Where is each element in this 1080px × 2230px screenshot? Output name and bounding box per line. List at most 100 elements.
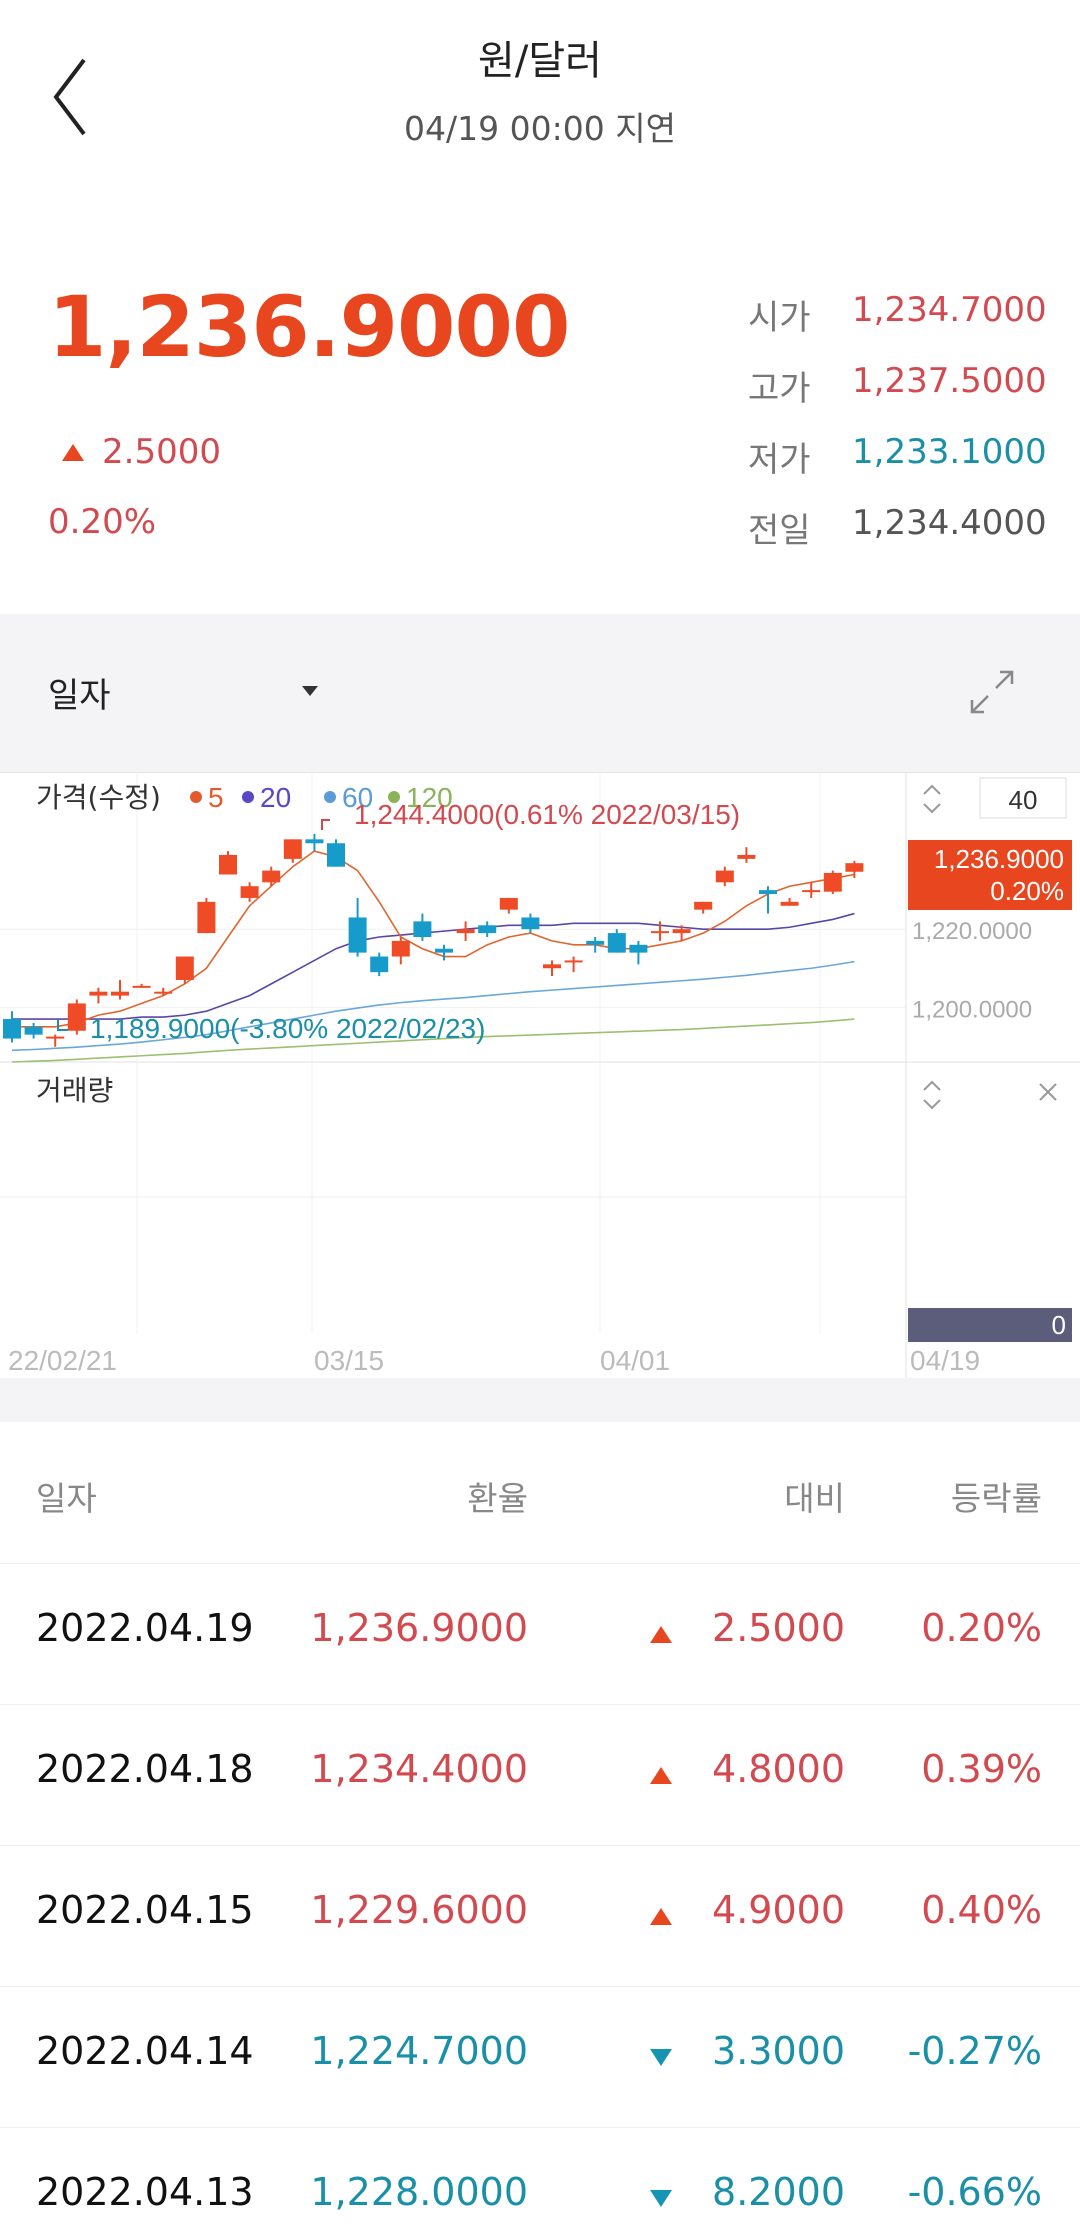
candle <box>651 921 669 941</box>
candle-body <box>327 843 345 867</box>
row-date: 2022.04.19 <box>36 1606 254 1650</box>
candle <box>780 897 799 906</box>
ma120-line <box>11 1018 855 1063</box>
high-marker <box>321 819 330 830</box>
candle-body <box>802 890 821 893</box>
x-tick-label: 04/01 <box>600 1345 670 1376</box>
row-diff: 2.5000 <box>712 1606 845 1650</box>
expand-icon[interactable] <box>968 668 1016 716</box>
page-title: 원/달러 <box>478 38 602 84</box>
candle <box>435 944 453 961</box>
candle-body <box>499 897 518 910</box>
column-change-rate: 등락률 <box>950 1479 1042 1518</box>
row-diff: 4.8000 <box>712 1747 845 1791</box>
current-pct-label: 0.20% <box>990 876 1064 906</box>
candle <box>132 983 151 988</box>
candle-body <box>348 917 367 953</box>
candle <box>240 882 259 902</box>
open-value: 1,234.7000 <box>852 290 1047 330</box>
x-tick-label: 03/15 <box>314 1345 384 1376</box>
zoom-stepper[interactable]: 40 <box>923 777 1067 819</box>
price-chart[interactable]: 1,220.0000 1,200.0000 가격(수정) 5 20 60 120 1,244… <box>0 772 1080 1422</box>
candle-body <box>456 929 475 934</box>
candle-body <box>240 886 259 898</box>
back-arrow-icon[interactable] <box>40 52 100 142</box>
row-change-rate: -0.66% <box>907 2170 1042 2214</box>
candle <box>413 913 432 941</box>
candle-body <box>175 956 194 980</box>
table-row[interactable]: 2022.04.15 1,229.6000 4.9000 0.40% <box>0 1846 1080 1987</box>
row-rate: 1,234.4000 <box>310 1747 528 1791</box>
candle-body <box>629 944 648 953</box>
candle-body <box>759 890 777 895</box>
row-date: 2022.04.14 <box>36 2029 254 2073</box>
candle <box>24 1022 43 1039</box>
candle-body <box>845 863 864 872</box>
table-row[interactable]: 2022.04.13 1,228.0000 8.2000 -0.66% <box>0 2128 1080 2230</box>
row-date: 2022.04.15 <box>36 1888 254 1932</box>
candle-body <box>478 925 497 934</box>
x-tick-label: 04/19 <box>910 1345 980 1376</box>
up-triangle-icon <box>650 1767 672 1784</box>
candle-body <box>521 917 540 930</box>
candle-body <box>607 933 626 953</box>
row-rate: 1,229.6000 <box>310 1888 528 1932</box>
period-dropdown[interactable]: 일자 <box>48 668 318 717</box>
column-diff: 대비 <box>784 1479 845 1518</box>
chart-toolbar <box>0 614 1080 772</box>
high-label: 고가 <box>748 369 811 409</box>
candle <box>3 1011 21 1043</box>
down-triangle-icon <box>650 2049 672 2066</box>
chevron-down-icon <box>923 803 941 814</box>
candle-body <box>283 839 302 859</box>
candle-body <box>67 1003 86 1031</box>
candle <box>802 882 821 898</box>
candle <box>219 851 237 875</box>
candle <box>111 979 129 1000</box>
candle <box>564 956 583 973</box>
candle-body <box>132 985 151 988</box>
current-price-tag-bg <box>908 840 1072 910</box>
caret-down-icon <box>302 686 318 696</box>
down-triangle-icon <box>650 2190 672 2207</box>
ma60-line <box>11 960 855 1052</box>
chart-canvas: 1,220.0000 1,200.0000 가격(수정) 5 20 60 1201,244… <box>0 772 1080 1378</box>
table-row[interactable]: 2022.04.18 1,234.4000 4.8000 0.39% <box>0 1705 1080 1846</box>
candle <box>175 956 194 984</box>
column-date: 일자 <box>36 1479 97 1518</box>
candle <box>46 1034 65 1047</box>
candle-body <box>651 931 669 934</box>
candle-body <box>370 956 389 973</box>
quote-timestamp: 04/19 00:00 지연 <box>404 109 676 148</box>
row-change-rate: 0.39% <box>921 1747 1042 1791</box>
up-triangle-icon <box>650 1626 672 1643</box>
row-rate: 1,224.7000 <box>310 2029 528 2073</box>
current-price-label: 1,236.9000 <box>934 844 1064 874</box>
candle-body <box>305 839 324 844</box>
candle-body <box>672 929 691 934</box>
candle <box>370 952 389 977</box>
table-row[interactable]: 2022.04.14 1,224.7000 3.3000 -0.27% <box>0 1987 1080 2128</box>
candle <box>348 897 367 957</box>
candle <box>391 937 410 965</box>
candle <box>737 847 756 863</box>
legend-dot <box>388 791 400 803</box>
row-change-rate: -0.27% <box>907 2029 1042 2073</box>
candle-body <box>262 870 281 883</box>
y-tick-label: 1,220.0000 <box>912 918 1032 945</box>
candle-body <box>391 940 410 957</box>
ma5-line <box>12 850 855 1028</box>
volume-stepper[interactable] <box>923 1080 941 1110</box>
close-icon[interactable] <box>1039 1083 1057 1101</box>
legend-dot <box>190 791 202 803</box>
table-row[interactable]: 2022.04.19 1,236.9000 2.5000 0.20% <box>0 1564 1080 1705</box>
candle <box>456 921 475 941</box>
y-tick-label: 1,200.0000 <box>912 996 1032 1023</box>
candle <box>521 913 540 934</box>
chart-footer-band <box>0 1378 1080 1422</box>
price-change-value: 2.5000 <box>102 432 221 472</box>
chart-title: 가격(수정) <box>36 781 161 814</box>
candle-body <box>543 964 561 969</box>
period-dropdown-label: 일자 <box>48 676 111 716</box>
prev-close-value: 1,234.4000 <box>852 503 1047 543</box>
